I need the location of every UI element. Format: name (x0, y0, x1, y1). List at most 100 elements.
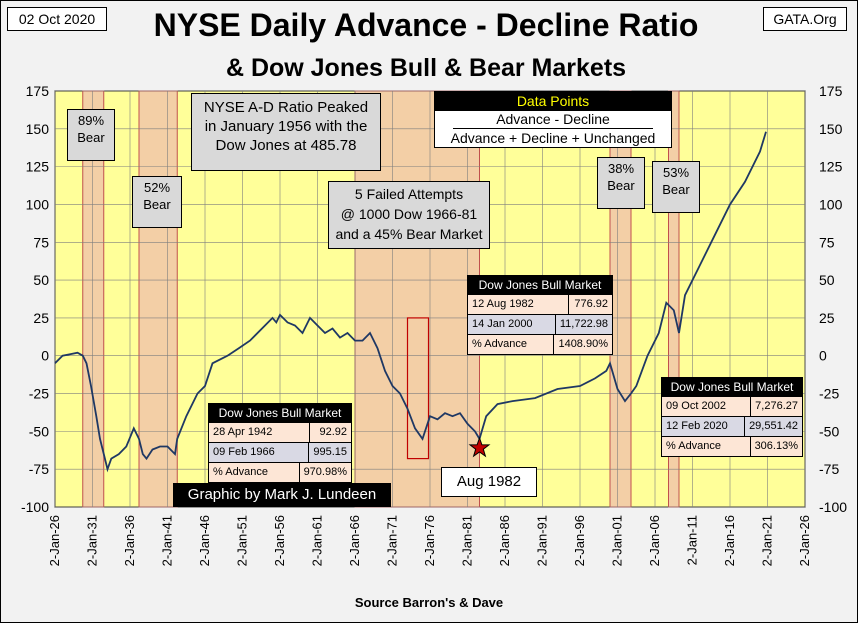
bear-label-1937: 52% Bear (132, 176, 182, 228)
failed-attempts-note: 5 Failed Attempts @ 1000 Dow 1966-81 and… (328, 181, 490, 249)
y-tick-label-left: -100 (21, 499, 49, 515)
table-row: 12 Feb 2020 29,551.42 (662, 416, 802, 436)
chart-title: NYSE Daily Advance - Decline Ratio (153, 7, 699, 43)
bull-table-header: Dow Jones Bull Market (662, 378, 802, 396)
x-tick-label: 2-Jan-26 (797, 515, 812, 566)
x-tick-label: 2-Jan-56 (272, 515, 287, 566)
table-cell: 1408.90% (558, 338, 608, 350)
table-cell: 970.98% (303, 466, 347, 478)
bear-label-2000: 38% Bear (597, 157, 645, 209)
data-points-numerator: Advance - Decline (453, 111, 653, 129)
y-tick-label-right: 100 (819, 196, 843, 212)
y-tick-label-left: 25 (33, 310, 49, 326)
data-points-header: Data Points (435, 92, 671, 111)
x-tick-label: 2-Jan-21 (760, 515, 775, 566)
y-tick-label-left: 100 (26, 196, 50, 212)
y-tick-label-right: 25 (819, 310, 835, 326)
x-tick-label: 2-Jan-91 (535, 515, 550, 566)
y-tick-label-right: -100 (819, 499, 847, 515)
table-row: % Advance 1408.90% (468, 334, 612, 354)
y-tick-label-left: -50 (29, 423, 49, 439)
table-cell: % Advance (662, 437, 751, 456)
y-tick-label-left: 75 (33, 234, 49, 250)
y-tick-label-right: -50 (819, 423, 839, 439)
table-cell: 776.92 (574, 298, 608, 310)
table-row: 09 Feb 1966 995.15 (209, 442, 351, 462)
table-cell: 12 Aug 1982 (468, 295, 569, 314)
x-tick-label: 2-Jan-06 (647, 515, 662, 566)
y-tick-label-left: -75 (29, 461, 49, 477)
x-tick-label: 2-Jan-36 (122, 515, 137, 566)
x-tick-label: 2-Jan-16 (722, 515, 737, 566)
table-cell: 995.15 (313, 446, 347, 458)
x-tick-label: 2-Jan-76 (422, 515, 437, 566)
x-tick-label: 2-Jan-66 (347, 515, 362, 566)
y-tick-label-right: -25 (819, 386, 839, 402)
table-cell: % Advance (468, 335, 555, 354)
y-tick-label-left: -25 (29, 386, 49, 402)
source-label: GATA.Org (763, 7, 847, 31)
bear-market-band (609, 90, 632, 508)
date-label: 02 Oct 2020 (7, 7, 107, 31)
x-tick-label: 2-Jan-61 (310, 515, 325, 566)
bull-table-1982: Dow Jones Bull Market 12 Aug 1982 776.92 … (467, 275, 613, 355)
x-tick-label: 2-Jan-26 (47, 515, 62, 566)
x-tick-label: 2-Jan-11 (685, 515, 700, 565)
y-tick-label-left: 0 (41, 348, 49, 364)
table-cell: 28 Apr 1942 (209, 423, 310, 442)
x-tick-label: 2-Jan-51 (235, 515, 250, 566)
table-cell: 306.13% (754, 440, 798, 452)
table-cell: 14 Jan 2000 (468, 315, 556, 334)
table-cell: 29,551.42 (749, 420, 798, 432)
data-points-box: Data Points Advance - Decline Advance + … (434, 91, 672, 148)
ad-ratio-line (54, 131, 767, 473)
y-tick-label-right: 150 (819, 121, 843, 137)
table-cell: 11,722.98 (559, 318, 608, 330)
y-tick-label-left: 175 (26, 83, 50, 99)
bull-table-header: Dow Jones Bull Market (468, 276, 612, 294)
chart-subtitle: & Dow Jones Bull & Bear Markets (225, 54, 627, 82)
aug-1982-label: Aug 1982 (441, 467, 537, 497)
table-row: % Advance 306.13% (662, 436, 802, 456)
y-tick-label-right: 50 (819, 272, 835, 288)
table-row: % Advance 970.98% (209, 462, 351, 482)
aug-1982-star-marker (468, 436, 491, 458)
table-cell: 09 Feb 1966 (209, 443, 310, 462)
table-cell: 7,276.27 (755, 400, 798, 412)
table-cell: % Advance (209, 463, 300, 482)
table-cell: 09 Oct 2002 (662, 397, 752, 416)
y-tick-label-left: 125 (26, 159, 50, 175)
y-tick-label-right: 75 (819, 234, 835, 250)
x-tick-label: 2-Jan-71 (385, 515, 400, 566)
table-cell: 12 Feb 2020 (662, 417, 746, 436)
x-tick-label: 2-Jan-41 (160, 515, 175, 566)
bull-table-header: Dow Jones Bull Market (209, 404, 351, 422)
y-tick-label-left: 150 (26, 121, 50, 137)
bear-label-2007: 53% Bear (652, 161, 700, 213)
x-axis-label: Source Barron's & Dave (354, 595, 504, 610)
highlight-box (406, 317, 430, 460)
table-cell: 92.92 (319, 426, 347, 438)
bear-market-band (138, 90, 178, 508)
y-tick-label-left: 50 (33, 272, 49, 288)
peak-note: NYSE A-D Ratio Peaked in January 1956 wi… (191, 93, 381, 171)
table-row: 28 Apr 1942 92.92 (209, 422, 351, 442)
table-row: 09 Oct 2002 7,276.27 (662, 396, 802, 416)
x-tick-label: 2-Jan-86 (497, 515, 512, 566)
y-tick-label-right: 125 (819, 159, 843, 175)
credit-label: Graphic by Mark J. Lundeen (173, 483, 391, 507)
x-tick-label: 2-Jan-01 (610, 515, 625, 566)
table-row: 12 Aug 1982 776.92 (468, 294, 612, 314)
x-tick-label: 2-Jan-46 (197, 515, 212, 566)
y-tick-label-right: 0 (819, 348, 827, 364)
bull-table-1942: Dow Jones Bull Market 28 Apr 1942 92.92 0… (208, 403, 352, 483)
y-tick-label-right: 175 (819, 83, 843, 99)
x-tick-label: 2-Jan-31 (85, 515, 100, 566)
x-tick-label: 2-Jan-96 (572, 515, 587, 566)
y-tick-label-right: -75 (819, 461, 839, 477)
bull-table-2002: Dow Jones Bull Market 09 Oct 2002 7,276.2… (661, 377, 803, 457)
table-row: 14 Jan 2000 11,722.98 (468, 314, 612, 334)
data-points-denominator: Advance + Decline + Unchanged (450, 130, 656, 146)
